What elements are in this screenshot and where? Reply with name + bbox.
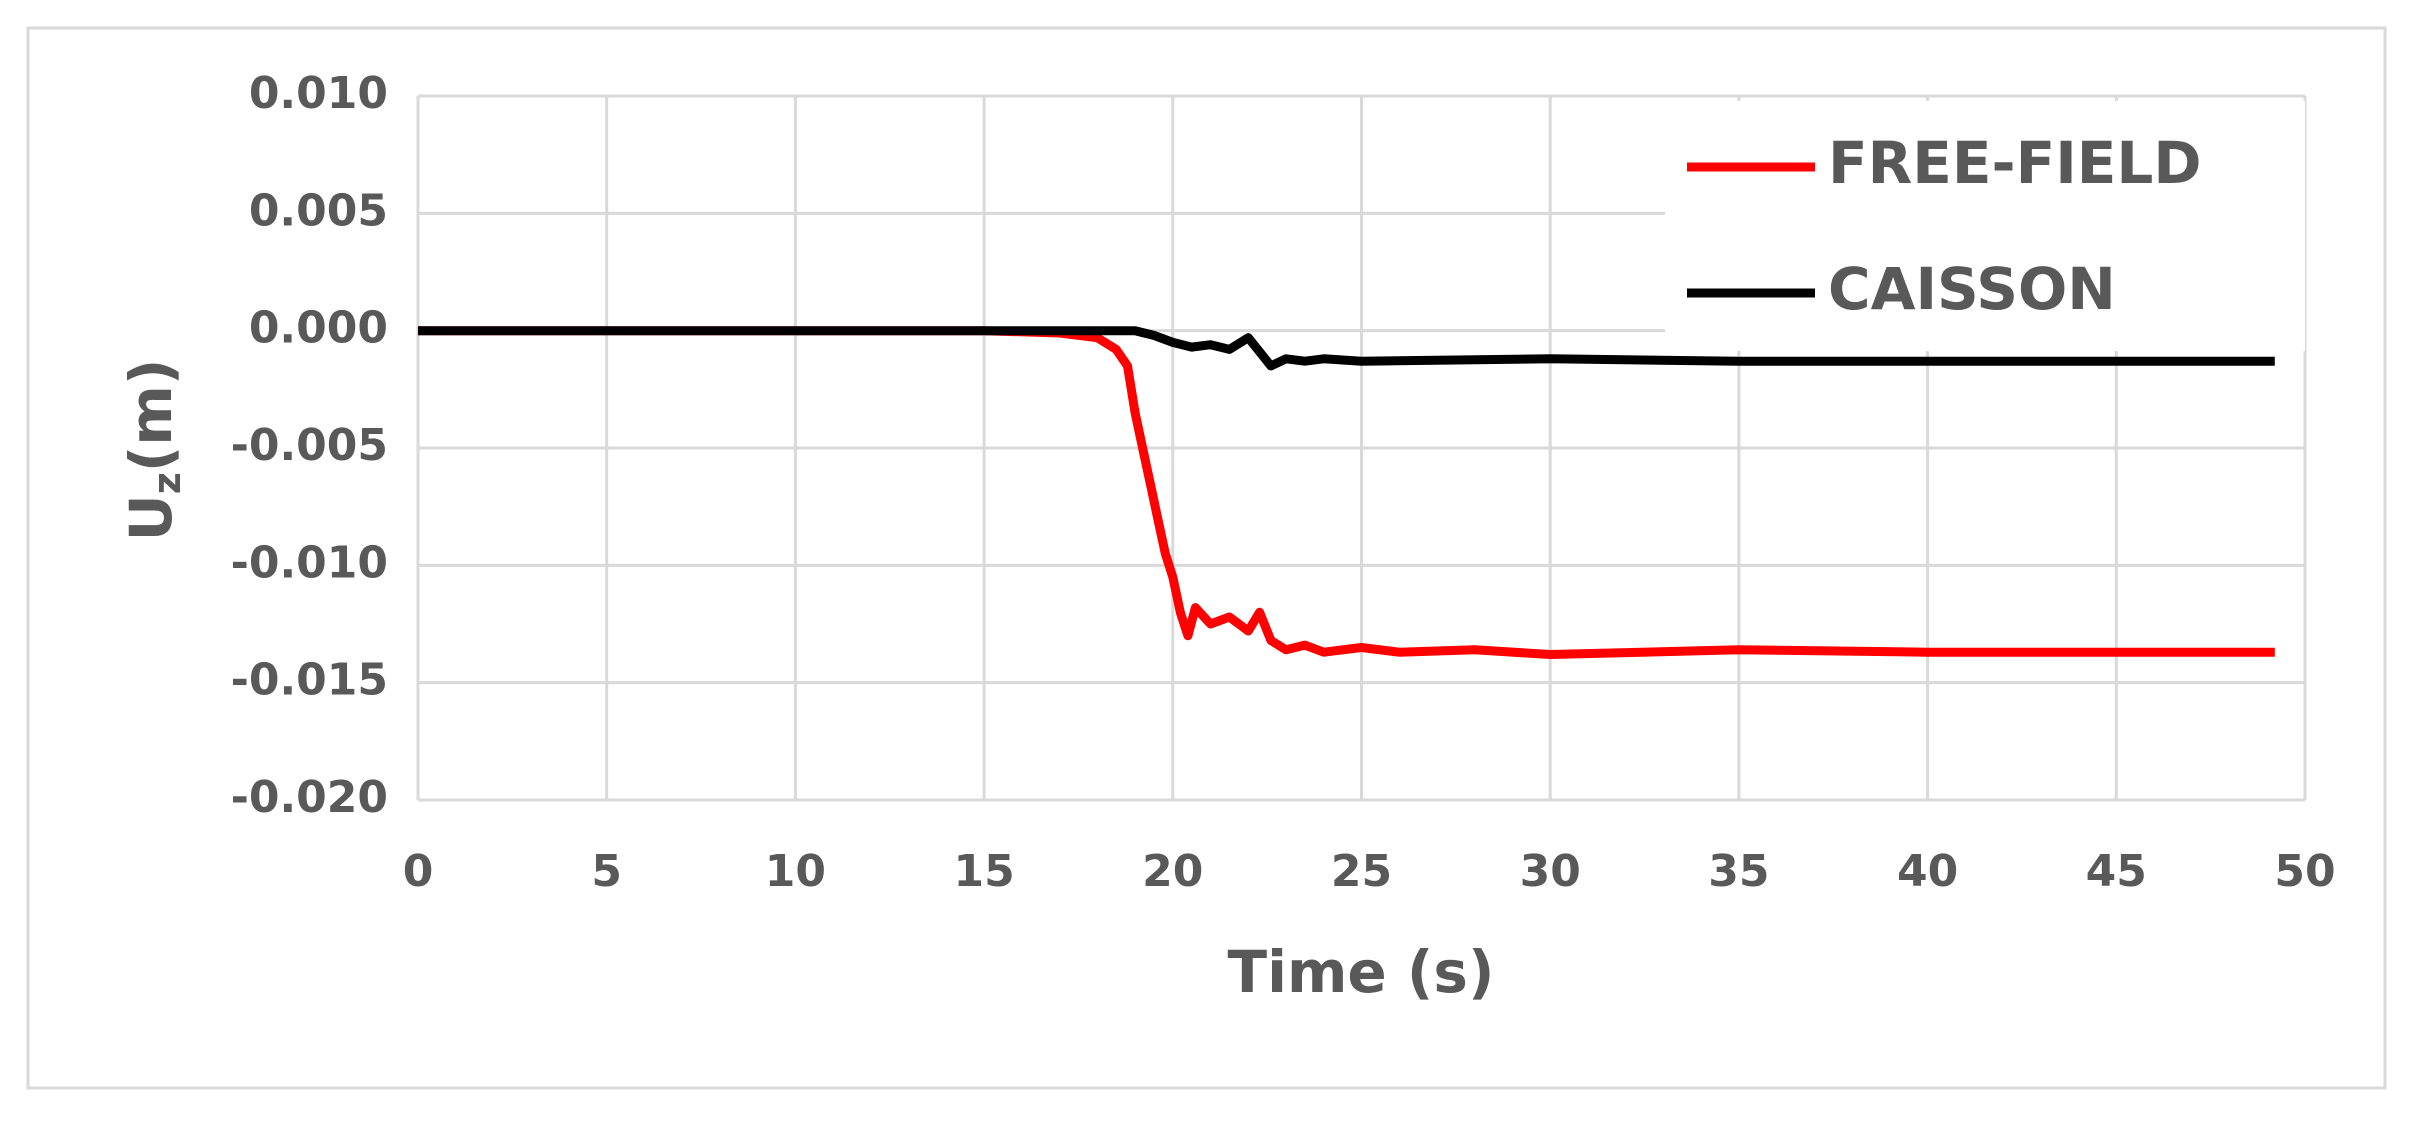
x-tick-label: 5 — [591, 846, 622, 897]
y-label-sub: z — [145, 472, 189, 494]
y-label-unit: (m) — [117, 359, 185, 472]
y-tick-label: 0.005 — [249, 185, 388, 236]
y-tick-label: -0.005 — [231, 420, 388, 471]
x-tick-label: 35 — [1708, 846, 1769, 897]
y-tick-label: -0.020 — [231, 772, 388, 823]
legend-label: FREE-FIELD — [1828, 129, 2202, 197]
x-tick-label: 0 — [403, 846, 434, 897]
y-axis-label: Uz(m) — [117, 359, 188, 542]
x-axis-label: Time (s) — [1228, 938, 1495, 1006]
y-tick-label: -0.015 — [231, 655, 388, 706]
x-tick-label: 25 — [1331, 846, 1392, 897]
y-tick-label: 0.010 — [249, 68, 388, 119]
x-tick-label: 15 — [953, 846, 1014, 897]
legend: FREE-FIELD CAISSON — [1665, 101, 2305, 351]
x-tick-label: 20 — [1142, 846, 1203, 897]
y-label-base: U — [117, 494, 185, 541]
x-tick-label: 40 — [1897, 846, 1958, 897]
legend-label: CAISSON — [1828, 255, 2116, 323]
series-line — [418, 326, 2275, 659]
plot-lines — [418, 326, 2275, 659]
x-tick-label: 10 — [765, 846, 826, 897]
y-tick-label: 0.000 — [249, 303, 388, 354]
x-tick-label: 30 — [1520, 846, 1581, 897]
series-line — [418, 326, 2275, 371]
legend-box — [1665, 101, 2305, 351]
x-tick-label: 50 — [2274, 846, 2335, 897]
grid: -0.020 -0.015 -0.010 -0.005 0.000 0.005 0.010 0… — [231, 68, 2336, 897]
y-tick-label: -0.010 — [231, 537, 388, 588]
x-tick-label: 45 — [2086, 846, 2147, 897]
